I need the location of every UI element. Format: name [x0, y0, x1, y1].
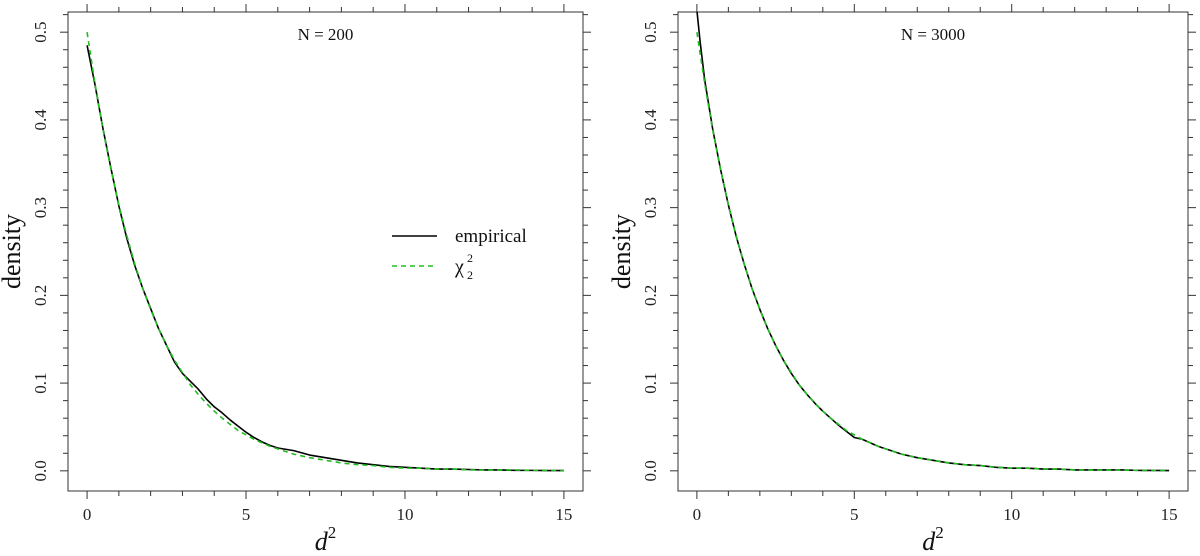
x-tick-label: 0: [83, 505, 92, 524]
x-tick-label: 15: [555, 505, 572, 524]
y-tick-label: 0.3: [31, 197, 50, 218]
y-tick-label: 0.0: [31, 460, 50, 481]
plot-frame: [677, 11, 1189, 492]
y-tick-label: 0.4: [31, 109, 50, 131]
x-axis-title-base: d: [315, 527, 329, 556]
y-axis-title: density: [607, 214, 636, 289]
series-line-empirical: [696, 12, 1170, 472]
x-axis-title-base: d: [922, 527, 936, 556]
series-line-chi-squared: [696, 32, 1170, 472]
y-tick-label: 0.1: [31, 372, 50, 393]
legend-label-sup: 2: [467, 251, 473, 265]
series-line-chi-squared: [86, 32, 564, 472]
legend-label-sub: 2: [467, 268, 473, 282]
x-tick-label: 5: [850, 505, 859, 524]
y-tick-label: 0.2: [31, 285, 50, 306]
x-axis-title: d2: [315, 523, 337, 556]
y-tick-label: 0.4: [641, 109, 660, 131]
y-tick-label: 0.3: [641, 197, 660, 218]
x-tick-label: 0: [693, 505, 702, 524]
y-tick-label: 0.2: [641, 285, 660, 306]
x-axis-title-sup: 2: [935, 523, 944, 542]
x-tick-label: 10: [396, 505, 413, 524]
x-tick-label: 5: [242, 505, 251, 524]
legend: empirical χ 2 2: [392, 226, 527, 282]
x-axis-title: d2: [922, 523, 944, 556]
panel-title: N = 200: [298, 25, 354, 44]
panel-title: N = 3000: [901, 25, 965, 44]
plot-frame: [67, 11, 584, 492]
legend-label-empirical: empirical: [455, 226, 527, 247]
y-axis-title: density: [0, 214, 26, 289]
chart-panel-right: 0 5 10 15 0.0 0.1 0.2 0.3 0.4 0.5 d2 density N = 300…: [607, 4, 1196, 556]
series-line-empirical: [86, 45, 564, 472]
y-tick-label: 0.5: [31, 22, 50, 43]
x-axis-title-sup: 2: [328, 523, 337, 542]
y-tick-label: 0.0: [641, 460, 660, 481]
x-tick-label: 15: [1161, 505, 1178, 524]
y-tick-label: 0.5: [641, 22, 660, 43]
y-tick-label: 0.1: [641, 372, 660, 393]
legend-label-chi-squared: χ: [454, 256, 464, 278]
x-tick-label: 10: [1003, 505, 1020, 524]
